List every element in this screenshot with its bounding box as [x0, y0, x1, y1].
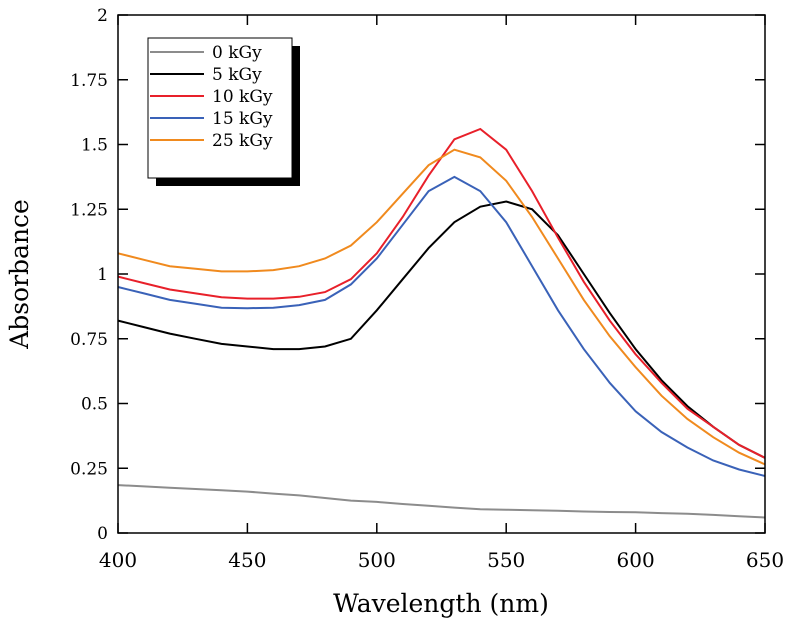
x-tick-label: 400: [99, 548, 137, 572]
x-tick-label: 550: [487, 548, 525, 572]
plot-frame: [117, 14, 766, 534]
legend-label: 15 kGy: [212, 109, 273, 129]
x-tick-label: 450: [228, 548, 266, 572]
series-line: [117, 484, 766, 519]
series-line: [117, 175, 766, 477]
x-tick-label: 500: [358, 548, 396, 572]
y-tick-label: 0.25: [70, 459, 108, 479]
legend-label: 25 kGy: [212, 131, 273, 151]
y-tick-label: 1.5: [81, 136, 108, 156]
legend-label: 0 kGy: [212, 43, 262, 63]
y-tick-label: 0.5: [81, 395, 108, 415]
y-tick-label: 1.75: [70, 71, 108, 91]
y-axis-label: Absorbance: [5, 199, 34, 350]
y-tick-label: 0: [97, 524, 108, 544]
y-tick-label: 1.25: [70, 200, 108, 220]
x-axis-label: Wavelength (nm): [333, 589, 549, 618]
legend-box: [147, 37, 293, 179]
y-tick-label: 1: [97, 265, 108, 285]
y-tick-label: 0.75: [70, 330, 108, 350]
x-tick-label: 600: [617, 548, 655, 572]
x-tick-label: 650: [746, 548, 784, 572]
legend-label: 5 kGy: [212, 65, 262, 85]
series-line: [117, 200, 766, 459]
legend-label: 10 kGy: [212, 87, 273, 107]
y-tick-label: 2: [97, 6, 108, 26]
series-line: [117, 148, 766, 466]
